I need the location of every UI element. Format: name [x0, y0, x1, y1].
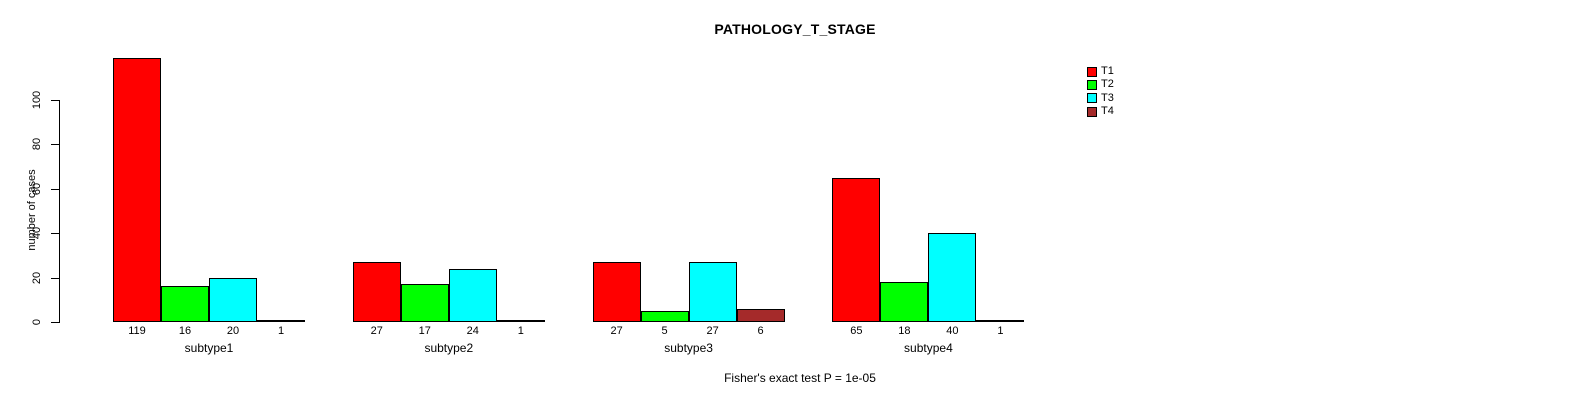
category-label-subtype3: subtype3: [664, 341, 713, 355]
category-label-subtype1: subtype1: [184, 341, 234, 355]
bar-value-label: 27: [706, 325, 719, 337]
bar-value-label: 1: [277, 325, 285, 337]
legend-item-t3: T3: [1087, 91, 1114, 104]
legend-item-t1: T1: [1087, 66, 1114, 77]
bar-t4-subtype3: [736, 309, 785, 322]
bar-t2-subtype4: [880, 282, 929, 322]
bar-value-label: 17: [418, 325, 431, 337]
y-axis-tick: [51, 233, 59, 235]
bar-t2-subtype2: [400, 284, 449, 322]
legend-swatch-t1: [1087, 66, 1097, 77]
bar-t4-subtype2: [496, 320, 545, 322]
chart-title: PATHOLOGY_T_STAGE: [714, 21, 876, 37]
bar-value-label: 40: [946, 325, 959, 337]
bar-value-label: 18: [898, 325, 911, 337]
bar-value-label: 119: [128, 325, 146, 337]
legend-label: T3: [1101, 91, 1114, 104]
bar-t1-subtype1: [113, 58, 161, 322]
bar-t4-subtype4: [976, 320, 1025, 322]
legend-swatch-t2: [1087, 79, 1097, 90]
footnote-text: Fisher's exact test P = 1e-05: [724, 371, 876, 385]
category-label-subtype2: subtype2: [424, 341, 474, 355]
legend-label: T2: [1101, 78, 1114, 91]
bar-t1-subtype3: [592, 262, 641, 322]
bar-t3-subtype4: [928, 233, 977, 322]
bar-t3-subtype1: [209, 278, 257, 322]
bar-value-label: 1: [517, 325, 524, 337]
bar-value-label: 27: [610, 325, 623, 337]
y-axis-tick: [51, 322, 59, 323]
legend-label: T1: [1101, 65, 1114, 77]
bar-value-label: 24: [466, 325, 479, 337]
bar-value-label: 65: [850, 325, 863, 337]
legend-label: T4: [1101, 105, 1114, 118]
bar-t1-subtype4: [832, 178, 881, 322]
bar-value-label: 16: [178, 325, 192, 337]
y-axis-tick: [51, 100, 59, 101]
y-axis-tick: [51, 277, 59, 279]
bar-t4-subtype1: [257, 320, 305, 322]
bar-value-label: 5: [661, 325, 668, 337]
y-axis-tick: [51, 188, 59, 190]
bar-t2-subtype3: [640, 311, 689, 322]
bar-value-label: 27: [370, 325, 383, 337]
bar-t3-subtype3: [688, 262, 737, 322]
bar-value-label: 1: [997, 325, 1004, 337]
y-axis-line: [59, 100, 60, 323]
legend-swatch-t3: [1087, 93, 1097, 104]
y-axis-tick: [51, 144, 59, 146]
bar-value-label: 6: [757, 325, 764, 337]
legend-swatch-t4: [1087, 106, 1097, 117]
category-label-subtype4: subtype4: [904, 341, 953, 355]
bar-t2-subtype1: [161, 286, 209, 322]
legend-item-t4: T4: [1087, 106, 1114, 117]
bar-t1-subtype2: [352, 262, 401, 322]
bar-t3-subtype2: [448, 269, 497, 322]
legend-item-t2: T2: [1087, 79, 1114, 90]
bar-value-label: 20: [226, 325, 240, 337]
